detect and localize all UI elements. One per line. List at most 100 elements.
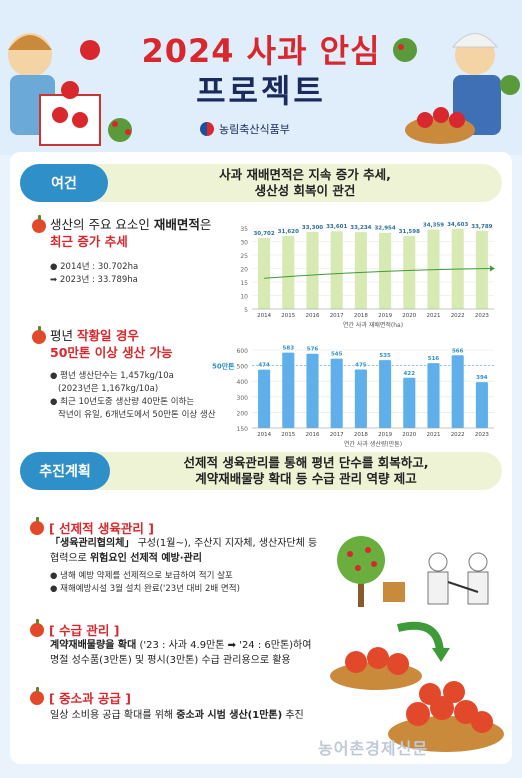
x-tick-label: 2023 — [475, 432, 489, 438]
x-tick-label: 2020 — [402, 432, 416, 438]
y-tick-label: 35 — [240, 226, 248, 233]
section-tag-conditions: 여건 — [20, 164, 108, 202]
apple-icon — [32, 214, 46, 233]
x-tick-label: 2020 — [402, 313, 416, 319]
x-tick-label: 2015 — [281, 313, 295, 319]
headline-line: 사과 재배면적은 지속 증가 추세, — [219, 167, 391, 182]
data-label: 566 — [452, 348, 464, 354]
bar — [427, 363, 440, 428]
plan-bold: 계약재배물량을 확대 — [50, 640, 137, 651]
bar — [475, 230, 488, 309]
data-label: 394 — [476, 375, 488, 381]
bullet-item: ● 재해예방시설 3월 설치 완료('23년 대비 2배 면적) — [50, 584, 240, 594]
y-tick-label: 600 — [237, 348, 249, 355]
trend-line — [264, 268, 490, 279]
bullet-text: 냉해 예방 약제를 선제적으로 보급하여 적기 살포 — [60, 571, 233, 581]
x-tick-label: 2021 — [427, 313, 441, 319]
y-tick-label: 300 — [237, 395, 249, 402]
x-tick-label: 2016 — [306, 313, 320, 319]
plan-line: 계약재배물량을 확대 ('23 : 사과 4.9만톤 ➡ '24 : 6만톤)하… — [50, 638, 350, 653]
bullet-item: ● 냉해 예방 약제를 선제적으로 보급하여 적기 살포 — [50, 571, 233, 581]
plan-bold: 중소과 시범 생산(1만톤) — [176, 710, 283, 721]
bullet-text: (2023년은 1,167kg/10a) — [58, 384, 159, 394]
x-tick-label: 2017 — [330, 432, 344, 438]
bullet-text: 최근 10년도중 생산량 40만톤 이하는 — [60, 397, 195, 407]
headline-line: 계약재배물량 확대 등 수급 관리 역량 제고 — [195, 471, 417, 486]
plan-text: 협력으로 — [50, 553, 90, 564]
section-headline-conditions: 사과 재배면적은 지속 증가 추세, 생산성 회복이 관건 — [108, 167, 502, 199]
plan2-body: 계약재배물량을 확대 ('23 : 사과 4.9만톤 ➡ '24 : 6만톤)하… — [50, 638, 350, 668]
headline-line: 생산성 회복이 관건 — [254, 183, 356, 198]
bullet-text: ➡ 2023년 : 33.789ha — [50, 275, 138, 285]
section-tag-plan: 추진계획 — [20, 452, 110, 490]
title-highlight: 작황일 경우 — [76, 328, 139, 343]
bullet-text: 작년이 유일, 6개년도에서 50만톤 이상 생산 — [58, 410, 216, 420]
x-tick-label: 2022 — [451, 432, 465, 438]
data-label: 31,598 — [399, 229, 420, 235]
bullet-text: 평년 생산단수는 1,457kg/10a — [60, 371, 174, 381]
ministry-logo: 농림축산식품부 — [200, 120, 330, 138]
title-highlight: 50만톤 이상 생산 가능 — [50, 345, 173, 360]
bar — [330, 358, 343, 428]
data-label: 516 — [428, 356, 440, 362]
area-bar-chart: 353025201510530,702201431,620201533,3002… — [240, 222, 495, 329]
x-tick-label: 2018 — [354, 313, 368, 319]
government-emblem-icon — [200, 122, 214, 136]
plan-title-text: [ 중소과 공급 ] — [49, 691, 131, 706]
data-label: 33,601 — [326, 224, 347, 230]
apple-basket-illustration — [330, 621, 504, 752]
x-tick-label: 2019 — [378, 313, 392, 319]
apple-icon — [30, 618, 44, 637]
data-label: 545 — [331, 352, 343, 358]
data-label: 576 — [307, 347, 319, 353]
y-tick-label: 200 — [237, 410, 249, 417]
plan1-body: 「생육관리협의체」 구성(1월~), 주산지 지자체, 생산자단체 등 협력으로… — [50, 536, 340, 566]
y-tick-label: 500 — [237, 364, 249, 371]
plan-bold: 「생육관리협의체」 — [50, 538, 135, 549]
ministry-name: 농림축산식품부 — [219, 123, 290, 136]
y-tick-label: 150 — [237, 426, 249, 433]
y-tick-label: 5 — [244, 307, 248, 314]
orchard-illustration — [337, 536, 489, 607]
data-label: 34,603 — [447, 222, 468, 228]
bar — [379, 360, 392, 428]
plan-text: 추진 — [282, 710, 304, 721]
production-bar-chart: 6005004003002001504742014583201557620165… — [212, 346, 494, 448]
bullet-text: 2014년 : 30.702ha — [60, 262, 139, 272]
section-banner-plan: 추진계획 선제적 생육관리를 통해 평년 단수를 회복하고, 계약재배물량 확대… — [20, 452, 502, 490]
x-tick-label: 2022 — [451, 313, 465, 319]
newspaper-watermark: 농어촌경제신문 — [318, 739, 429, 758]
title-line-1: 2024 사과 안심 — [141, 32, 381, 70]
title-text: 생산의 주요 요소인 — [49, 217, 154, 232]
apple-icon — [30, 516, 44, 535]
bar — [306, 353, 319, 428]
x-tick-label: 2021 — [427, 432, 441, 438]
bar — [379, 232, 392, 309]
x-tick-label: 2014 — [257, 313, 271, 319]
apple-icon — [32, 325, 46, 344]
bullet-item: ● 최근 10년도중 생산량 40만톤 이하는 — [50, 397, 195, 407]
title-highlight: 최근 증가 추세 — [50, 234, 128, 249]
plan-text: 일상 소비용 공급 확대를 위해 — [50, 710, 177, 721]
title-text: 은 — [199, 217, 212, 232]
title-text: 평년 — [49, 328, 77, 343]
chart-title: 연간 사과 재배면적(ha) — [343, 321, 403, 329]
bar — [258, 369, 271, 428]
data-label: 422 — [404, 371, 416, 377]
bar — [354, 232, 367, 309]
plan3-body: 일상 소비용 공급 확대를 위해 중소과 시범 생산(1만톤) 추진 — [50, 708, 350, 723]
trend-arrow-icon — [489, 265, 495, 272]
bar — [282, 235, 295, 309]
data-label: 34,359 — [423, 222, 444, 228]
x-tick-label: 2014 — [257, 432, 271, 438]
plan-line: 협력으로 위험요인 선제적 예방·관리 — [50, 551, 340, 566]
apple-icon — [30, 686, 44, 705]
data-label: 535 — [379, 353, 391, 359]
bar — [282, 352, 295, 428]
plan1-title: [ 선제적 생육관리 ] — [30, 516, 154, 537]
bullet-item: ● 2014년 : 30.702ha — [50, 262, 139, 272]
content-card: 여건 사과 재배면적은 지속 증가 추세, 생산성 회복이 관건 생산의 주요 … — [10, 152, 512, 764]
plan-title-text: [ 선제적 생육관리 ] — [49, 521, 154, 536]
data-label: 33,300 — [302, 225, 323, 231]
